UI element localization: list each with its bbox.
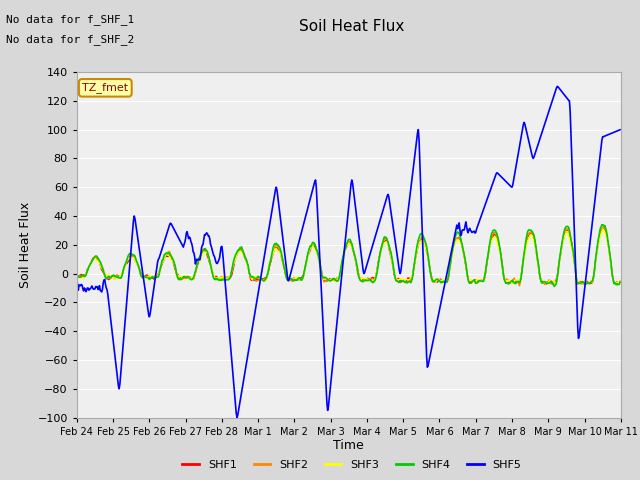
Text: TZ_fmet: TZ_fmet	[82, 83, 129, 93]
X-axis label: Time: Time	[333, 439, 364, 453]
Text: No data for f_SHF_1: No data for f_SHF_1	[6, 14, 134, 25]
Text: Soil Heat Flux: Soil Heat Flux	[300, 19, 404, 34]
Text: No data for f_SHF_2: No data for f_SHF_2	[6, 34, 134, 45]
Legend: SHF1, SHF2, SHF3, SHF4, SHF5: SHF1, SHF2, SHF3, SHF4, SHF5	[178, 456, 526, 474]
Y-axis label: Soil Heat Flux: Soil Heat Flux	[19, 202, 32, 288]
